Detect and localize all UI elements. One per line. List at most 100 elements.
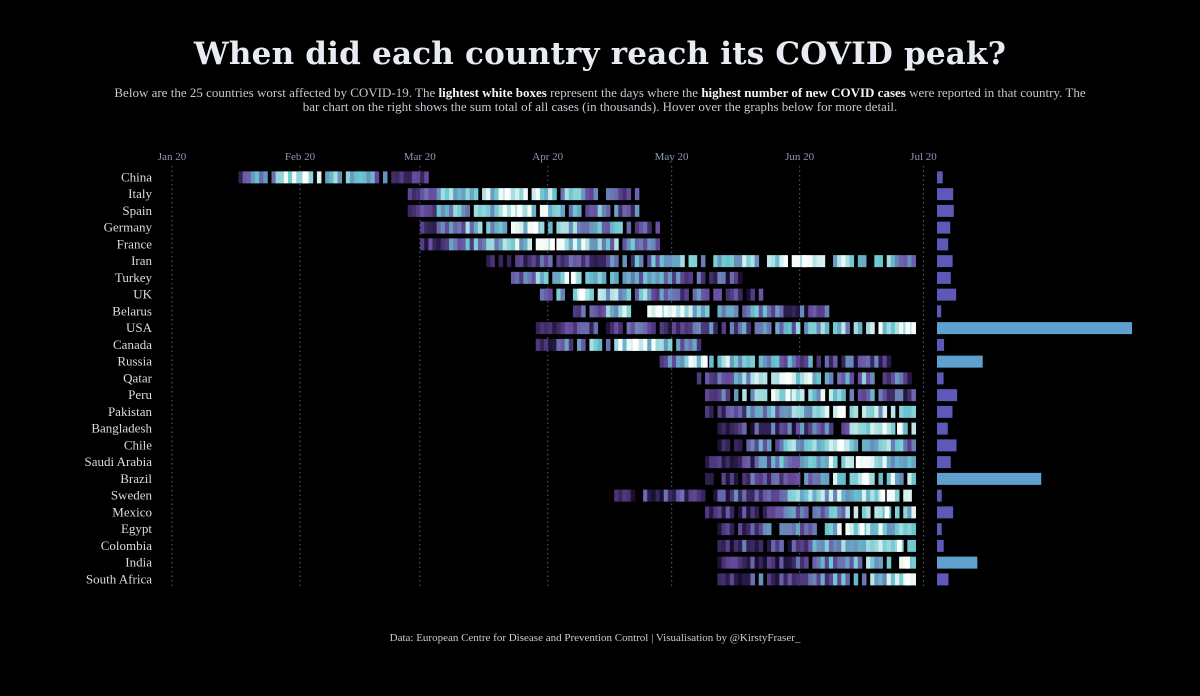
heatmap-cell[interactable]	[899, 439, 904, 452]
heatmap-cell[interactable]	[742, 405, 747, 418]
heatmap-cell[interactable]	[560, 221, 566, 234]
heatmap-cell[interactable]	[461, 221, 466, 234]
heatmap-cell[interactable]	[738, 355, 743, 368]
heatmap-cell[interactable]	[841, 355, 846, 368]
heatmap-cell[interactable]	[870, 573, 875, 586]
heatmap-cell[interactable]	[416, 204, 421, 217]
heatmap-cell[interactable]	[828, 506, 834, 519]
heatmap-row[interactable]	[659, 355, 892, 368]
heatmap-cell[interactable]	[638, 322, 644, 335]
heatmap-cell[interactable]	[622, 489, 627, 502]
heatmap-cell[interactable]	[535, 322, 541, 335]
heatmap-cell[interactable]	[738, 422, 743, 435]
heatmap-cell[interactable]	[622, 288, 627, 301]
heatmap-cell[interactable]	[444, 188, 450, 201]
heatmap-cell[interactable]	[903, 372, 908, 385]
heatmap-cell[interactable]	[878, 472, 883, 485]
heatmap-cell[interactable]	[506, 204, 512, 217]
total-cases-bar[interactable]	[937, 472, 1042, 485]
heatmap-cell[interactable]	[544, 288, 549, 301]
heatmap-cell[interactable]	[634, 271, 640, 284]
heatmap-cell[interactable]	[800, 389, 805, 402]
heatmap-cell[interactable]	[849, 355, 855, 368]
heatmap-cell[interactable]	[812, 539, 817, 552]
heatmap-cell[interactable]	[696, 288, 702, 301]
heatmap-cell[interactable]	[754, 506, 760, 519]
heatmap-cell[interactable]	[820, 506, 826, 519]
heatmap-cell[interactable]	[816, 506, 822, 519]
heatmap-cell[interactable]	[568, 322, 574, 335]
heatmap-cell[interactable]	[795, 355, 801, 368]
heatmap-cell[interactable]	[721, 472, 727, 485]
heatmap-cell[interactable]	[556, 255, 561, 268]
heatmap-cell[interactable]	[907, 489, 912, 502]
heatmap-cell[interactable]	[874, 556, 879, 569]
heatmap-cell[interactable]	[663, 288, 669, 301]
heatmap-cell[interactable]	[746, 372, 751, 385]
heatmap-cell[interactable]	[709, 355, 714, 368]
heatmap-cell[interactable]	[622, 305, 627, 318]
heatmap-cell[interactable]	[804, 523, 809, 536]
heatmap-cell[interactable]	[705, 372, 710, 385]
heatmap-cell[interactable]	[725, 305, 731, 318]
heatmap-cell[interactable]	[746, 539, 751, 552]
heatmap-cell[interactable]	[490, 221, 495, 234]
heatmap-cell[interactable]	[841, 456, 846, 469]
heatmap-cell[interactable]	[688, 355, 694, 368]
heatmap-cell[interactable]	[890, 439, 896, 452]
heatmap-cell[interactable]	[750, 523, 755, 536]
heatmap-cell[interactable]	[795, 405, 801, 418]
heatmap-cell[interactable]	[725, 456, 731, 469]
heatmap-cell[interactable]	[725, 539, 731, 552]
heatmap-cell[interactable]	[539, 188, 545, 201]
heatmap-cell[interactable]	[771, 489, 776, 502]
heatmap-cell[interactable]	[787, 439, 793, 452]
heatmap-cell[interactable]	[407, 171, 413, 184]
heatmap-row[interactable]	[539, 288, 764, 301]
heatmap-cell[interactable]	[444, 221, 450, 234]
heatmap-cell[interactable]	[882, 422, 888, 435]
heatmap-cell[interactable]	[721, 405, 727, 418]
heatmap-cell[interactable]	[795, 523, 801, 536]
heatmap-cell[interactable]	[758, 456, 764, 469]
heatmap-row[interactable]	[238, 171, 429, 184]
heatmap-cell[interactable]	[597, 305, 603, 318]
heatmap-cell[interactable]	[667, 305, 673, 318]
heatmap-cell[interactable]	[866, 389, 871, 402]
heatmap-cell[interactable]	[861, 506, 867, 519]
heatmap-cell[interactable]	[614, 271, 619, 284]
heatmap-cell[interactable]	[610, 305, 615, 318]
heatmap-cell[interactable]	[605, 255, 611, 268]
heatmap-cell[interactable]	[882, 322, 888, 335]
total-cases-bar[interactable]	[937, 405, 953, 418]
heatmap-cell[interactable]	[733, 255, 739, 268]
heatmap-cell[interactable]	[700, 288, 706, 301]
heatmap-cell[interactable]	[539, 255, 545, 268]
heatmap-cell[interactable]	[742, 573, 747, 586]
heatmap-cell[interactable]	[680, 271, 685, 284]
heatmap-cell[interactable]	[750, 489, 755, 502]
heatmap-cell[interactable]	[804, 305, 809, 318]
heatmap-cell[interactable]	[705, 389, 710, 402]
heatmap-cell[interactable]	[622, 238, 627, 251]
heatmap-cell[interactable]	[420, 221, 425, 234]
heatmap-cell[interactable]	[733, 322, 739, 335]
heatmap-cell[interactable]	[870, 355, 875, 368]
heatmap-cell[interactable]	[894, 573, 900, 586]
heatmap-row[interactable]	[717, 422, 917, 435]
heatmap-cell[interactable]	[870, 556, 875, 569]
heatmap-cell[interactable]	[762, 489, 768, 502]
peak-cell[interactable]	[517, 204, 522, 217]
heatmap-cell[interactable]	[515, 255, 520, 268]
heatmap-cell[interactable]	[861, 372, 867, 385]
heatmap-cell[interactable]	[890, 255, 896, 268]
heatmap-cell[interactable]	[845, 422, 850, 435]
heatmap-cell[interactable]	[791, 523, 797, 536]
heatmap-cell[interactable]	[775, 389, 780, 402]
heatmap-cell[interactable]	[539, 322, 545, 335]
heatmap-cell[interactable]	[605, 221, 611, 234]
heatmap-cell[interactable]	[544, 322, 549, 335]
peak-cell[interactable]	[657, 305, 663, 318]
heatmap-cell[interactable]	[808, 573, 813, 586]
heatmap-row[interactable]	[717, 523, 917, 536]
